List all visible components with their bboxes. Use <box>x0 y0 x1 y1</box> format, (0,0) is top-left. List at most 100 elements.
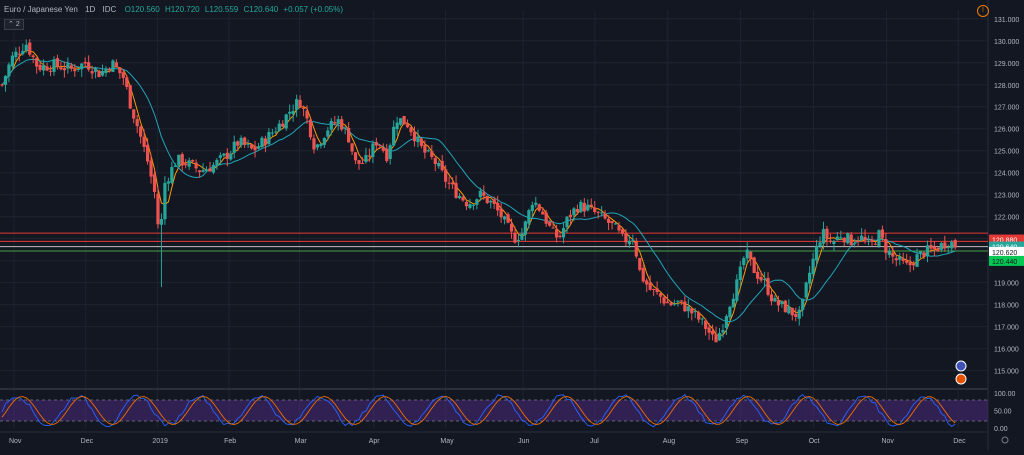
candle-body <box>191 160 195 162</box>
candle-body <box>260 137 264 147</box>
symbol-name[interactable]: Euro / Japanese Yen <box>4 5 78 14</box>
candle-body <box>104 68 108 73</box>
candle-body <box>291 110 295 115</box>
candle-body <box>239 137 243 146</box>
candle-body <box>256 146 261 149</box>
candle-body <box>541 211 545 215</box>
candle-body <box>90 71 94 74</box>
candle-body <box>866 240 871 242</box>
candle-body <box>263 138 268 145</box>
indicator-collapse-button[interactable]: ⌃ 2 <box>4 19 24 30</box>
candle-body <box>215 159 219 165</box>
candle-body <box>593 207 597 212</box>
candle-body <box>492 199 496 204</box>
candle-body <box>558 235 562 238</box>
low-value: L120.559 <box>204 5 239 14</box>
candle-body <box>246 143 250 145</box>
candle-body <box>301 107 306 109</box>
last-price-tag-bg <box>989 241 1024 252</box>
candle-body <box>814 245 819 261</box>
candle-body <box>471 204 476 206</box>
candle-body <box>14 51 18 58</box>
candle-body <box>180 154 184 166</box>
y-tick-label: 115.000 <box>994 369 1019 376</box>
event-markers[interactable] <box>955 360 1009 444</box>
price-axis[interactable]: 131.000 130.000 129.000 128.000 127.000 126.0… <box>989 17 1024 433</box>
grid <box>0 0 989 450</box>
candle-body <box>388 145 392 159</box>
candle-body <box>107 68 112 71</box>
candle-body <box>932 246 937 249</box>
candle-body <box>204 169 209 172</box>
x-tick-label: Apr <box>369 438 381 445</box>
candle-body <box>426 150 430 152</box>
candle-body <box>516 239 521 242</box>
candle-body <box>267 132 271 145</box>
candle-body <box>756 271 760 279</box>
candle-body <box>575 209 579 213</box>
x-tick-label: Dec <box>81 438 94 445</box>
candle-body <box>326 130 330 137</box>
candle-body <box>24 44 28 51</box>
candle-body <box>912 263 916 266</box>
candle-body <box>274 131 278 133</box>
high-value: H120.720 <box>164 5 200 14</box>
candle-body <box>111 60 115 72</box>
candle-body <box>887 251 891 256</box>
candle-body <box>742 258 746 266</box>
candle-body <box>288 111 292 114</box>
candle-body <box>392 126 396 146</box>
candle-body <box>769 294 774 302</box>
candle-body <box>697 312 701 320</box>
y-tick-label: 124.000 <box>994 171 1019 178</box>
candle-body <box>142 136 146 147</box>
resistance-price-tag: 120.880 <box>992 238 1017 245</box>
candle-body <box>523 221 527 235</box>
candle-body <box>485 195 489 204</box>
candle-body <box>603 213 607 219</box>
candle-body <box>381 147 385 151</box>
candle-body <box>308 119 313 138</box>
candle-body <box>21 50 25 55</box>
candle-body <box>416 136 420 143</box>
candle-body <box>620 229 625 234</box>
candle-body <box>59 67 63 70</box>
candle-body <box>548 222 552 226</box>
open-value: O120.560 <box>124 5 160 14</box>
candle-body <box>97 70 101 78</box>
candle-body <box>638 258 642 270</box>
candle-body <box>173 165 177 167</box>
y-tick-label: 119.000 <box>994 281 1019 288</box>
candle-body <box>762 278 767 280</box>
warning-icon[interactable]: ! <box>977 5 989 17</box>
candle-body <box>0 84 4 86</box>
candle-body <box>412 131 417 142</box>
candle-body <box>929 245 933 249</box>
candle-body <box>652 289 656 291</box>
x-tick-label: Sep <box>736 438 749 445</box>
candle-body <box>645 280 649 285</box>
candle-body <box>243 137 247 145</box>
candle-body <box>502 216 507 220</box>
candle-body <box>572 208 576 216</box>
symbol-header: Euro / Japanese Yen 1D IDC O120.560 H120… <box>4 5 343 14</box>
candle-body <box>582 202 586 212</box>
y-tick-label: 126.000 <box>994 127 1019 134</box>
time-axis[interactable]: Nov Dec 2019 Feb Mar Apr May Jun Jul Aug Sep Oct Nov… <box>9 438 966 445</box>
y-tick-label: 117.000 <box>994 325 1019 332</box>
candle-body <box>704 320 708 329</box>
candle-body <box>451 182 455 185</box>
candle-body <box>846 233 850 244</box>
candle-body <box>76 69 80 71</box>
candle-body <box>55 58 60 67</box>
candle-body <box>177 154 181 166</box>
stoch-tick-label: 50.00 <box>994 409 1012 416</box>
candle-body <box>156 193 160 225</box>
candle-body <box>658 293 663 297</box>
y-tick-label: 118.000 <box>994 303 1019 310</box>
x-tick-label: May <box>440 438 454 445</box>
interval-label[interactable]: 1D <box>85 5 96 14</box>
candle-body <box>409 127 413 133</box>
